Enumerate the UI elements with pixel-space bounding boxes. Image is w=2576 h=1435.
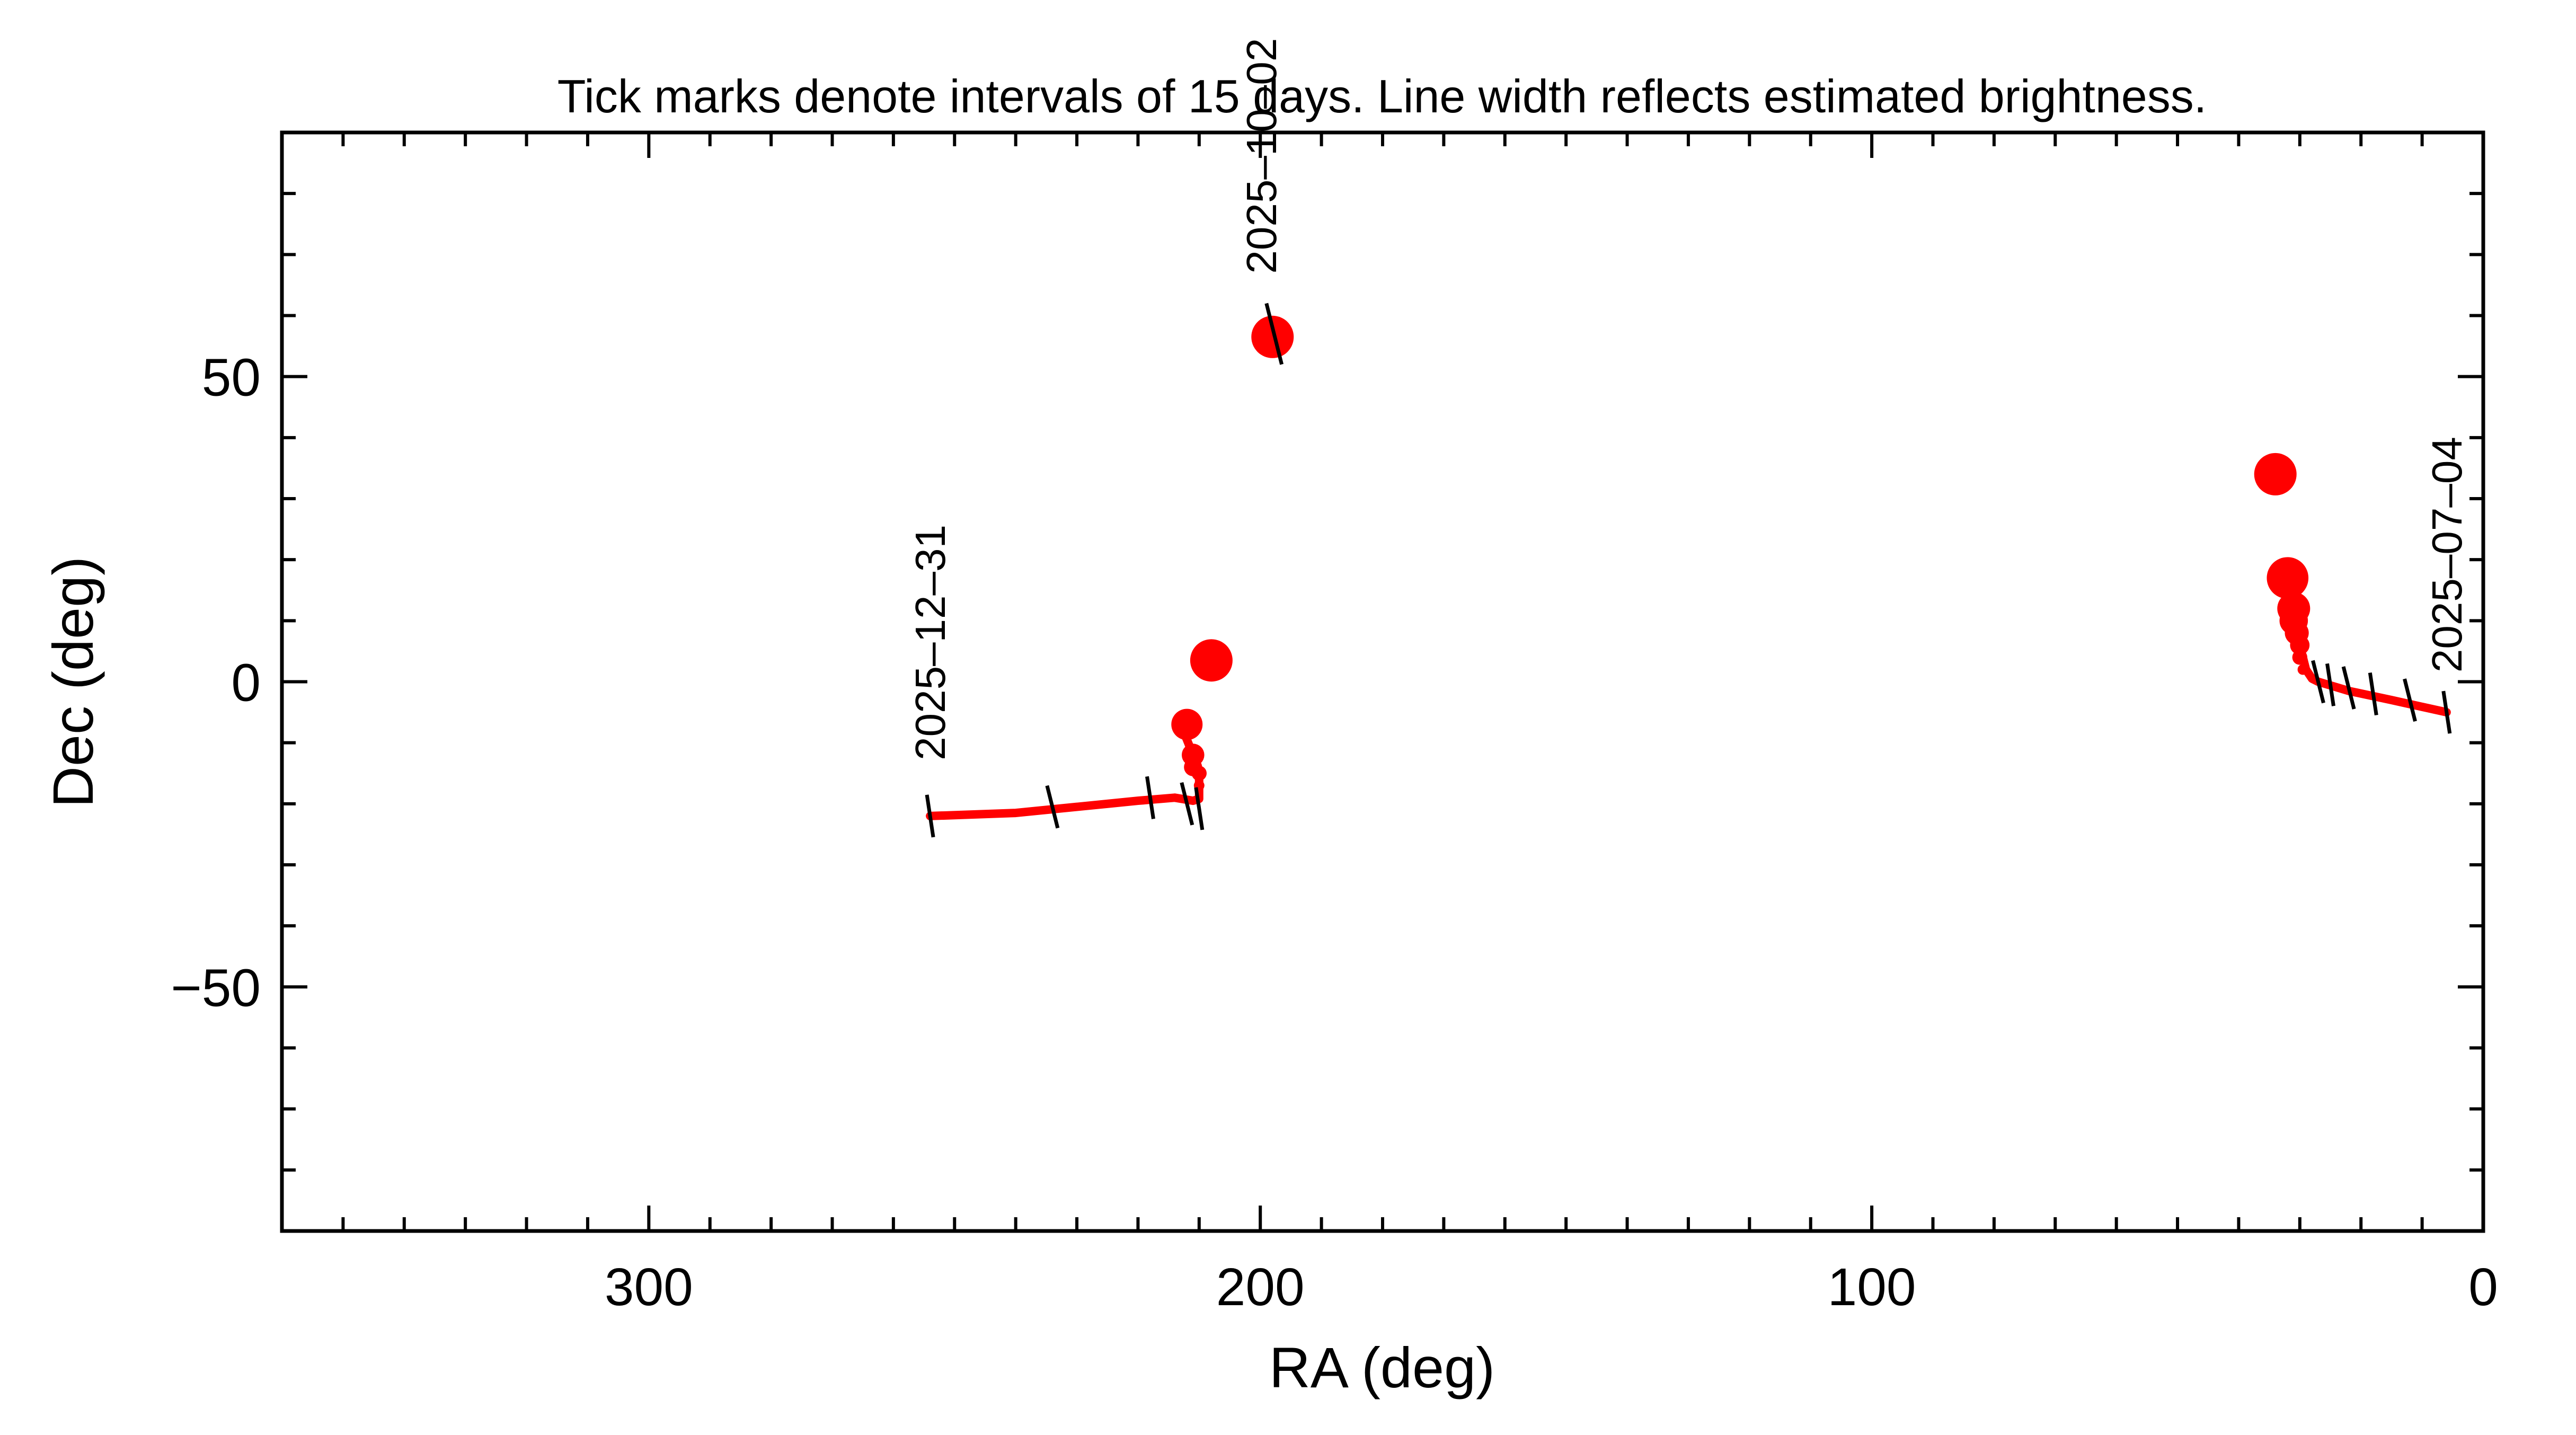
day-tick-mark xyxy=(2341,666,2356,710)
date-label: 2025–07–04 xyxy=(2423,437,2471,672)
day-tick-mark xyxy=(1045,785,1060,829)
y-tick-label: 0 xyxy=(231,653,261,713)
x-axis-title: RA (deg) xyxy=(1269,1335,1495,1399)
brightness-marker xyxy=(2254,453,2297,495)
x-tick-label: 100 xyxy=(1828,1257,1916,1317)
brightness-marker xyxy=(1190,639,1233,682)
date-label: 2025–10–02 xyxy=(1238,38,1285,274)
day-tick-mark xyxy=(1145,776,1155,819)
brightness-marker xyxy=(1182,743,1205,766)
day-tick-mark xyxy=(2441,690,2452,734)
x-tick-labels: 300 200 100 0 xyxy=(605,1257,2498,1317)
brightness-marker xyxy=(1171,708,1203,740)
plot-frame xyxy=(280,130,2485,1233)
axis-ticks xyxy=(282,132,2485,1231)
brightness-marker xyxy=(1251,315,1294,358)
day-tick-mark xyxy=(2368,672,2378,716)
day-tick-mark xyxy=(1264,303,1283,365)
y-tick-label: 50 xyxy=(202,348,261,408)
track-line xyxy=(926,720,1203,820)
y-axis-title: Dec (deg) xyxy=(41,556,105,808)
x-tick-label: 300 xyxy=(605,1257,693,1317)
day-tick-mark xyxy=(1180,782,1194,826)
day-tick-mark xyxy=(925,794,935,838)
y-tick-labels: 50 0 −50 xyxy=(171,348,261,1018)
x-tick-label: 0 xyxy=(2468,1257,2498,1317)
day-tick-mark xyxy=(1194,787,1205,830)
date-label: 2025–12–31 xyxy=(907,525,954,760)
x-tick-label: 200 xyxy=(1216,1257,1305,1317)
day-tick-mark xyxy=(2403,678,2417,722)
brightness-marker xyxy=(2297,664,2308,675)
y-tick-label: −50 xyxy=(171,958,261,1017)
date-labels: 2025–12–31 2025–10–02 2025–07–04 xyxy=(907,38,2471,760)
marks-layer xyxy=(925,303,2452,838)
chart-title: Tick marks denote intervals of 15 days. … xyxy=(557,70,2207,122)
day-tick-mark xyxy=(2325,663,2335,706)
brightness-marker xyxy=(2277,592,2311,625)
day-tick-mark xyxy=(2311,660,2325,704)
brightness-marker xyxy=(2267,557,2309,599)
